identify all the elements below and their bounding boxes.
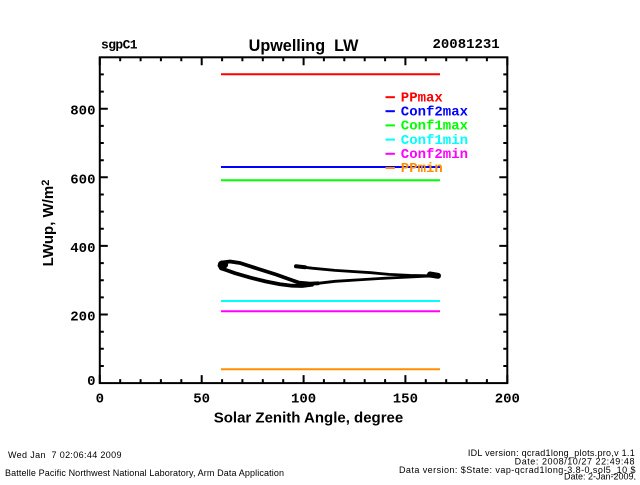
svg-text:50: 50 <box>193 392 210 408</box>
svg-text:Wed Jan 7 02:06:44 2009: Wed Jan 7 02:06:44 2009 <box>8 450 122 460</box>
svg-text:800: 800 <box>70 104 95 120</box>
svg-text:IDL version: qcrad1long_plots.: IDL version: qcrad1long_plots.pro,v 1.1 <box>468 448 635 458</box>
svg-text:PPmin: PPmin <box>401 161 443 177</box>
svg-text:0: 0 <box>96 392 104 408</box>
svg-text:Solar Zenith Angle, degree: Solar Zenith Angle, degree <box>214 410 403 427</box>
svg-text:0: 0 <box>87 374 95 390</box>
svg-text:Date: 2008/10/27 22:49:48: Date: 2008/10/27 22:49:48 <box>515 457 635 467</box>
svg-text:Data version: $State: vap-qcra: Data version: $State: vap-qcrad1long-3.8… <box>399 465 636 475</box>
svg-text:150: 150 <box>393 392 418 408</box>
svg-text:400: 400 <box>70 241 95 257</box>
svg-text:Conf2max: Conf2max <box>401 104 469 120</box>
svg-text:Conf1max: Conf1max <box>401 119 469 135</box>
svg-text:200: 200 <box>70 310 95 326</box>
svg-text:Conf1min: Conf1min <box>401 133 468 149</box>
svg-text:20081231: 20081231 <box>433 37 500 53</box>
svg-text:600: 600 <box>70 172 95 188</box>
svg-text:200: 200 <box>495 392 520 408</box>
svg-text:100: 100 <box>291 392 316 408</box>
svg-text:Conf2min: Conf2min <box>401 147 468 163</box>
svg-text:LWup, W/m2: LWup, W/m2 <box>40 180 57 267</box>
svg-text:Battelle Pacific Northwest Nat: Battelle Pacific Northwest National Labo… <box>5 468 284 478</box>
svg-text:PPmax: PPmax <box>401 90 444 106</box>
svg-text:sgpC1: sgpC1 <box>101 38 138 53</box>
svg-text:Upwelling LW: Upwelling LW <box>249 37 359 55</box>
svg-text:Date: 2-Jan-2009,: Date: 2-Jan-2009, <box>564 472 636 481</box>
